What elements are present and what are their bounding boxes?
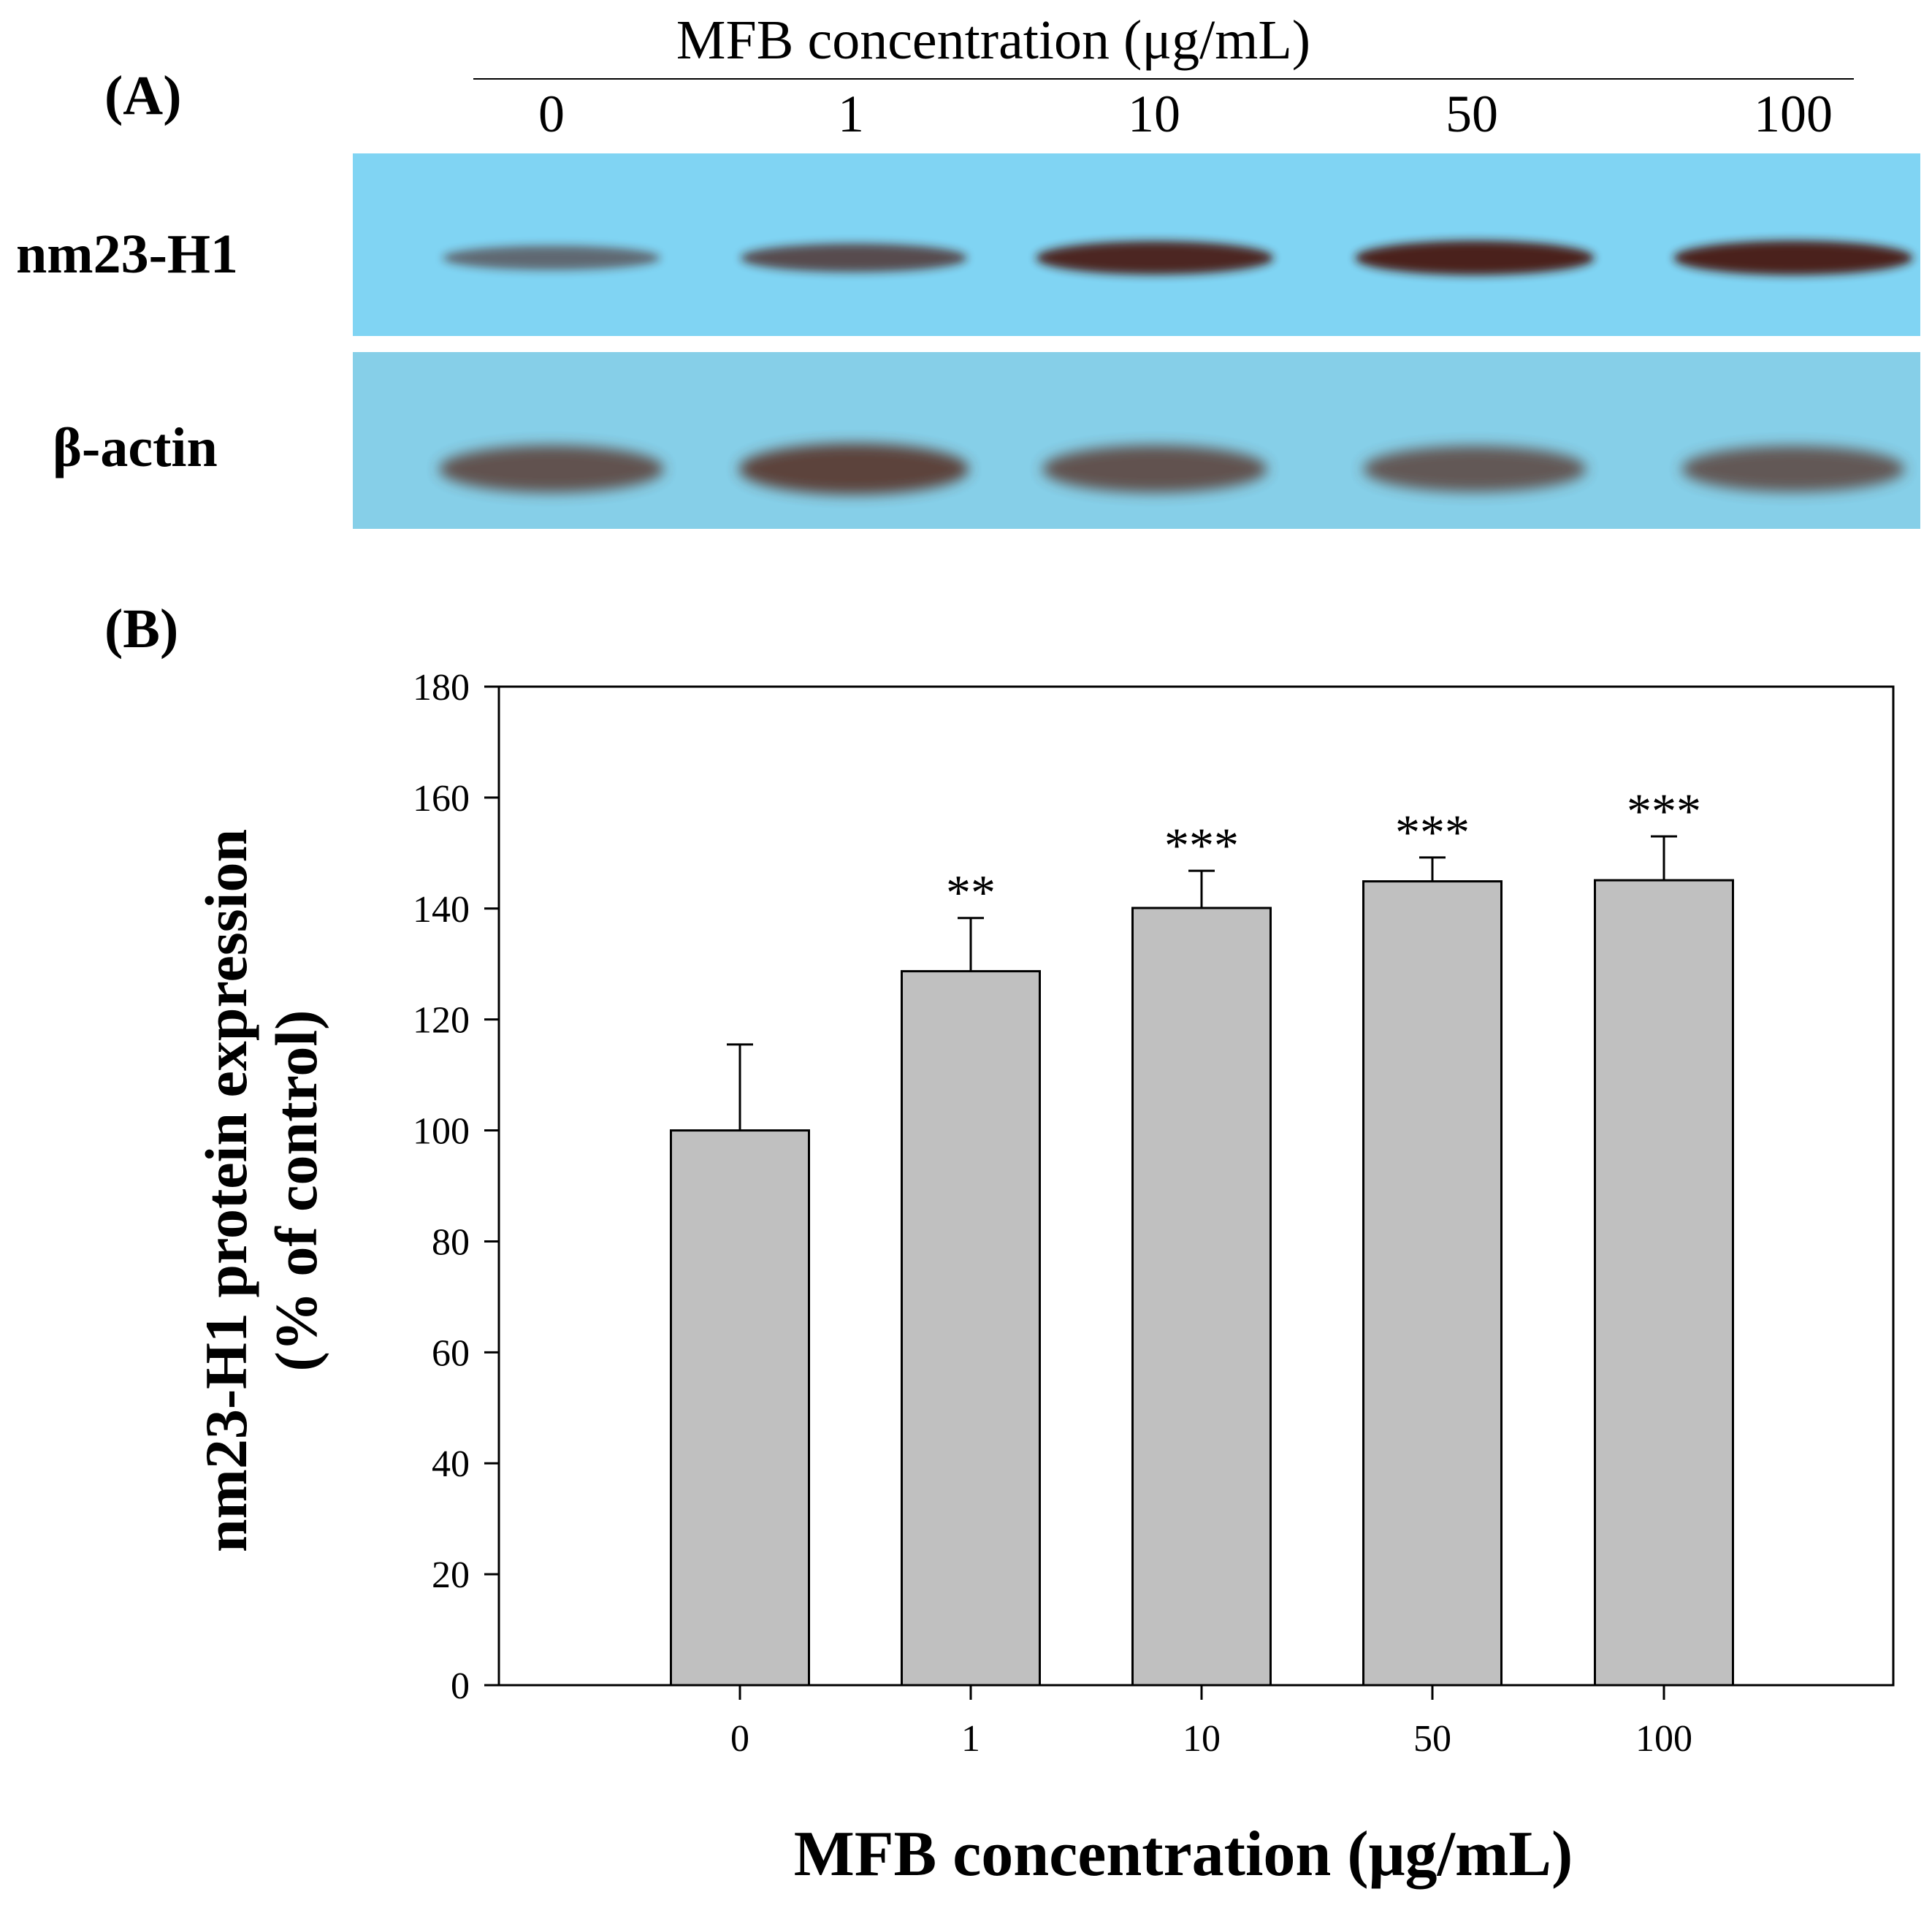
membrane-bg <box>353 352 1920 529</box>
x-tick-label: 100 <box>1635 1718 1692 1760</box>
y-tick-label: 120 <box>413 1000 470 1042</box>
y-axis-title-line1: nm23-H1 protein expression <box>193 828 259 1553</box>
lane-label: 50 <box>1446 85 1498 143</box>
x-tick-label: 50 <box>1413 1718 1451 1760</box>
y-tick-label: 100 <box>413 1111 470 1153</box>
y-tick-label: 40 <box>432 1443 470 1485</box>
x-tick-label: 1 <box>961 1718 980 1760</box>
blot-band <box>738 443 969 495</box>
lane-label: 1 <box>838 85 864 143</box>
row-label-nm23: nm23-H1 <box>16 224 238 285</box>
blot-band <box>1355 240 1595 275</box>
y-tick-label: 80 <box>432 1221 470 1263</box>
lane-label: 10 <box>1128 85 1180 143</box>
blot-band <box>439 445 664 493</box>
y-tick-label: 160 <box>413 778 470 820</box>
lane-label: 0 <box>538 85 565 143</box>
bar <box>1131 907 1272 1687</box>
y-tick-label: 180 <box>413 667 470 709</box>
bar <box>670 1129 810 1687</box>
y-tick-label: 0 <box>451 1665 470 1707</box>
bar <box>1362 880 1503 1687</box>
blot-header: MFB concentration (μg/mL) <box>676 9 1311 71</box>
blot-band <box>1363 446 1587 492</box>
x-tick-label: 10 <box>1183 1718 1221 1760</box>
y-tick-label: 20 <box>432 1554 470 1596</box>
y-axis-title-line2: (% of control) <box>263 1009 329 1372</box>
panel-a-label: (A) <box>104 65 182 126</box>
significance-label: *** <box>1627 783 1701 839</box>
x-axis-title: MFB concentration (μg/mL) <box>793 1819 1573 1890</box>
significance-label: *** <box>1164 817 1239 873</box>
significance-label: *** <box>1395 804 1470 860</box>
y-tick-label: 140 <box>413 889 470 931</box>
x-tick-label: 0 <box>730 1718 749 1760</box>
blot-band <box>1673 240 1913 275</box>
bar <box>1594 879 1734 1687</box>
blot-band <box>443 245 660 270</box>
significance-label: ** <box>946 865 996 920</box>
blot-band <box>1681 446 1905 492</box>
lane-label: 100 <box>1754 85 1833 143</box>
blot-membrane-nm23 <box>353 153 1920 336</box>
panel-b-label: (B) <box>104 598 179 660</box>
blot-membrane-actin <box>353 352 1920 529</box>
blot-band <box>740 243 968 272</box>
y-tick-label: 60 <box>432 1332 470 1374</box>
bar <box>901 970 1041 1687</box>
blot-band <box>1042 445 1267 493</box>
y-axis-title: nm23-H1 protein expression (% of control… <box>191 829 332 1552</box>
blot-header-rule <box>473 78 1854 80</box>
row-label-actin: β-actin <box>53 417 218 478</box>
blot-band <box>1036 241 1274 275</box>
